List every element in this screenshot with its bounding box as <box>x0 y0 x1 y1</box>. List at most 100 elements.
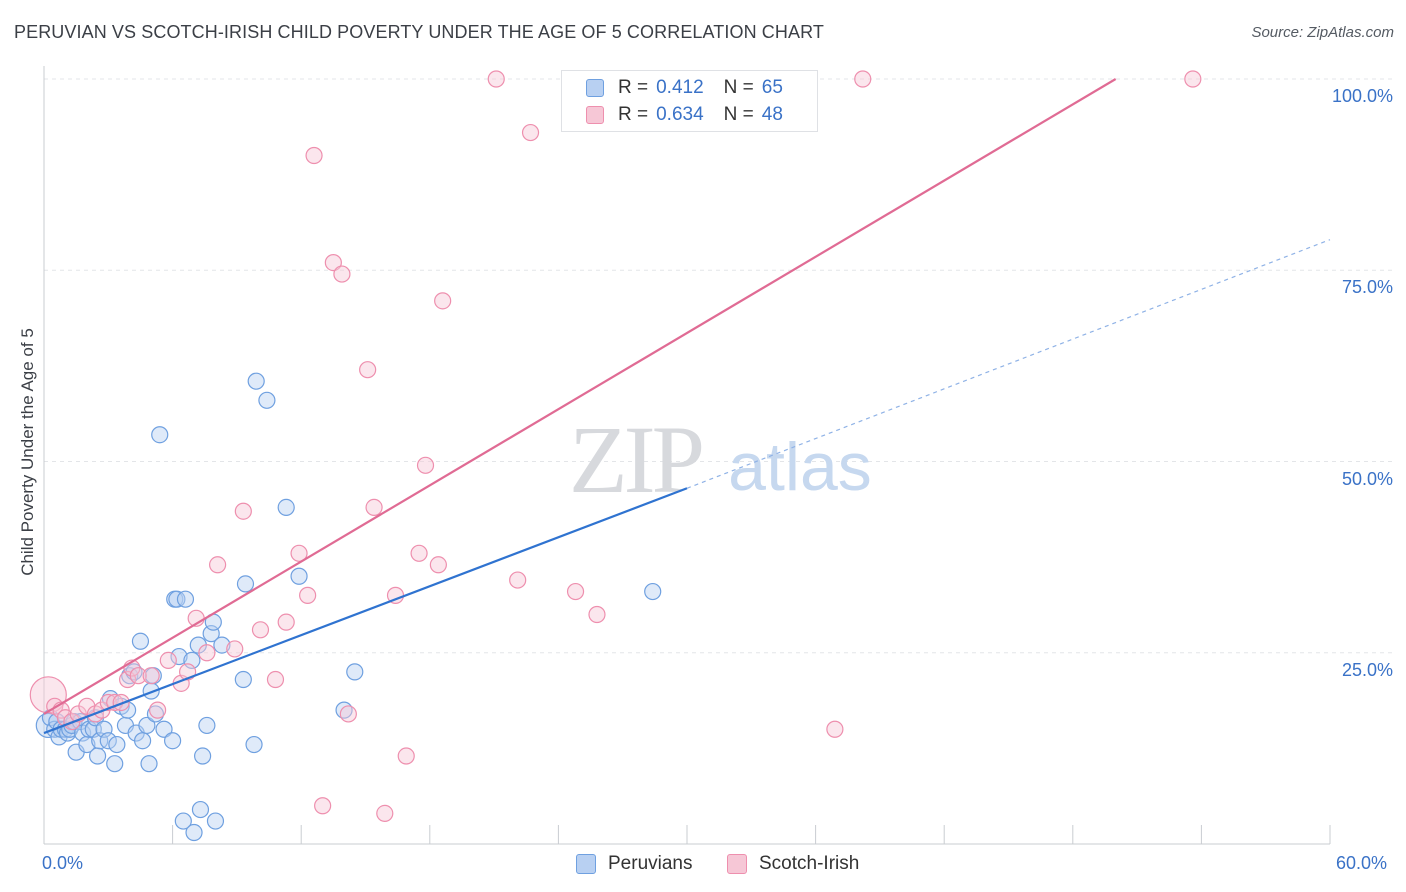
scotch-irish-point <box>429 556 447 574</box>
scotch-irish-point <box>826 720 844 738</box>
peruvians-point <box>131 632 150 650</box>
source-label: Source: ZipAtlas.com <box>1251 24 1394 41</box>
scotch-irish-point <box>521 123 540 142</box>
gridlines <box>44 78 1393 654</box>
peruvians-point <box>644 582 662 601</box>
peruvians-point <box>106 755 124 773</box>
scotch-irish-point <box>299 586 317 604</box>
peruvians-point <box>346 663 364 681</box>
y-tick-label-50: 50.0% <box>1341 468 1393 489</box>
peruvians-trend-line <box>43 487 688 735</box>
peruvians-point <box>194 747 212 765</box>
chart-title: PERUVIAN VS SCOTCH-IRISH CHILD POVERTY U… <box>14 22 824 42</box>
n-label: N = <box>723 77 754 98</box>
scotch-irish-point <box>365 498 383 516</box>
peruvians-point <box>191 800 210 819</box>
scotch-irish-point <box>129 667 147 685</box>
peruvians-point <box>164 732 182 750</box>
scotch-irish-legend-label: Scotch-Irish <box>759 853 860 874</box>
peruvians-point <box>213 636 231 654</box>
scotch-irish-point <box>410 544 428 562</box>
scotch-irish-point <box>434 292 452 310</box>
peruvians-point <box>155 720 173 738</box>
scotch-irish-point <box>333 265 351 283</box>
scotch-irish-trend-line <box>43 78 1117 715</box>
x-tick-label-max: 60.0% <box>1336 853 1388 873</box>
peruvians-legend-label: Peruvians <box>608 853 693 874</box>
scotch-irish-point <box>226 640 244 658</box>
peruvians-point <box>140 755 158 773</box>
peruvians-point <box>88 747 107 765</box>
legend-item-peruvians[interactable]: Peruvians <box>576 852 693 876</box>
peruvians-point <box>245 735 263 754</box>
legend-item-scotch-irish[interactable]: Scotch-Irish <box>727 852 859 876</box>
scotch-irish-point <box>1184 70 1202 88</box>
peruvians-point <box>174 812 192 830</box>
peruvians-point <box>258 391 276 409</box>
scotch-irish-point <box>324 254 342 272</box>
scotch-irish-swatch <box>586 106 604 124</box>
scotch-irish-point <box>509 571 527 589</box>
scotch-irish-point <box>290 544 308 562</box>
watermark: ZIP atlas <box>569 406 872 513</box>
n-value: 48 <box>761 104 783 125</box>
peruvians-point <box>99 732 117 750</box>
scotch-irish-point <box>142 667 160 685</box>
r-label: R = <box>618 77 649 98</box>
peruvians-point <box>206 812 225 830</box>
peruvians-point <box>138 716 156 735</box>
n-value: 65 <box>761 77 783 98</box>
scotch-irish-point <box>487 70 505 88</box>
peruvians-point <box>108 735 126 754</box>
scotch-irish-point <box>251 621 270 639</box>
scotch-irish-point <box>198 644 216 662</box>
scotch-irish-point <box>277 613 295 631</box>
scotch-irish-point <box>29 676 67 714</box>
series-peruvians <box>35 372 662 842</box>
watermark-zip: ZIP <box>569 406 702 513</box>
data-points <box>29 70 1202 842</box>
peruvians-point <box>236 575 255 593</box>
series-scotch-irish <box>29 70 1202 823</box>
y-tick-label-100: 100.0% <box>1331 86 1393 106</box>
peruvians-legend-swatch <box>576 854 596 874</box>
peruvians-point <box>133 732 152 750</box>
r-value: 0.412 <box>656 77 704 98</box>
scotch-irish-point <box>209 556 227 574</box>
peruvians-point <box>185 823 203 842</box>
peruvians-swatch <box>586 79 604 97</box>
stats-legend-row-scotch-irish: R = 0.634 N = 48 <box>586 103 783 127</box>
scotch-irish-point <box>359 361 377 379</box>
peruvians-point <box>198 716 216 735</box>
scotch-irish-point <box>566 582 585 601</box>
y-axis-label: Child Poverty Under the Age of 5 <box>18 328 37 576</box>
watermark-atlas: atlas <box>728 429 872 505</box>
peruvians-point <box>170 647 188 666</box>
r-value: 0.634 <box>656 104 704 125</box>
scotch-irish-point <box>234 502 252 520</box>
scotch-irish-point <box>305 146 323 165</box>
peruvians-point <box>151 426 169 444</box>
scotch-irish-point <box>397 747 415 765</box>
trend-lines <box>43 78 1331 735</box>
scotch-irish-point <box>266 670 285 689</box>
peruvians-point <box>277 498 295 516</box>
peruvians-point <box>247 372 265 390</box>
scotch-irish-point <box>148 701 167 719</box>
scotch-irish-point <box>416 456 435 474</box>
y-tick-label-25: 25.0% <box>1341 659 1393 680</box>
peruvians-trend-extension <box>686 239 1331 489</box>
y-tick-label-75: 75.0% <box>1341 277 1393 298</box>
scotch-irish-legend-swatch <box>727 854 747 874</box>
scotch-irish-point <box>112 693 130 712</box>
scotch-irish-point <box>159 651 177 670</box>
stats-legend: R = 0.412 N = 65 R = 0.634 N = 48 <box>561 70 818 132</box>
scotch-irish-point <box>854 70 872 88</box>
peruvians-point <box>176 590 195 608</box>
scotch-irish-point <box>314 797 332 815</box>
n-label: N = <box>723 104 754 125</box>
scotch-irish-point <box>376 804 394 823</box>
r-label: R = <box>618 104 649 125</box>
scotch-irish-point <box>339 705 357 723</box>
